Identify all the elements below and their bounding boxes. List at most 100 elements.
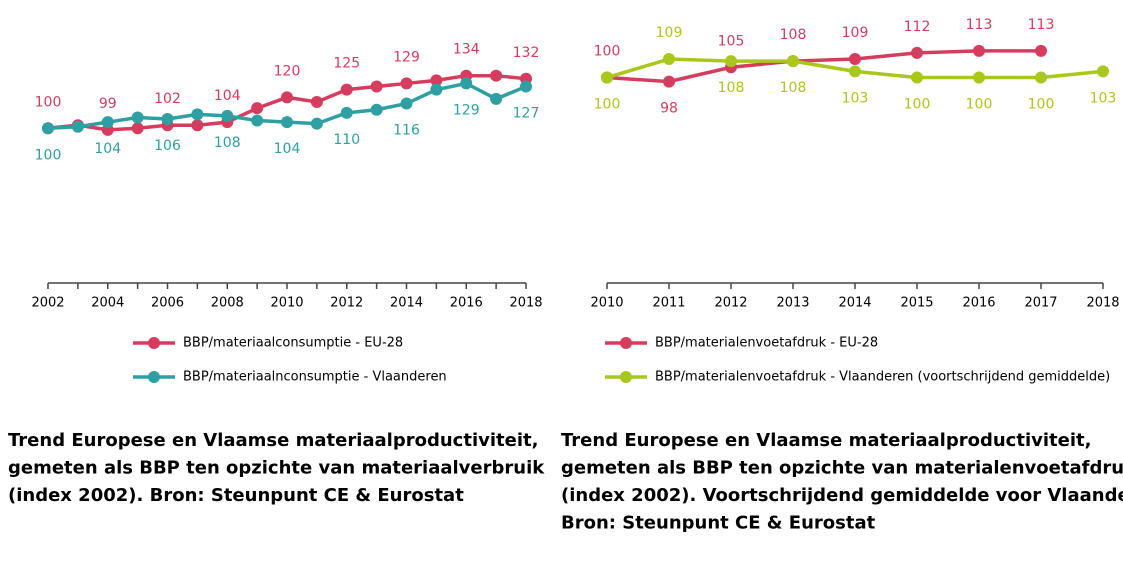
x-tick-label: 2015: [900, 296, 933, 311]
point: [490, 69, 503, 82]
data-label: 100: [966, 97, 993, 113]
point: [370, 103, 383, 116]
x-tick-label: 2004: [91, 296, 124, 311]
point: [601, 71, 613, 84]
point: [42, 122, 54, 135]
point: [221, 109, 234, 122]
data-label: 100: [35, 94, 62, 110]
x-tick-label: 2014: [390, 296, 423, 311]
data-label: 108: [780, 80, 807, 96]
data-label: 100: [594, 44, 621, 60]
legend-label: BBP/materialenvoetafdruk - EU-28: [655, 336, 878, 351]
caption: Trend Europese en Vlaamse materiaalprodu…: [561, 430, 1091, 451]
data-label: 109: [656, 25, 683, 41]
data-label: 102: [154, 91, 181, 107]
x-tick-label: 2012: [330, 296, 363, 311]
series-line: [606, 49, 1041, 84]
x-tick-label: 2014: [838, 296, 871, 311]
x-tick-label: 2011: [652, 296, 685, 311]
point: [787, 55, 799, 68]
legend-label: BBP/materiaalnconsumptie - Vlaanderen: [183, 370, 447, 385]
data-label: 100: [904, 97, 931, 113]
legend-marker: [148, 371, 160, 383]
point: [430, 83, 443, 96]
point: [161, 113, 174, 126]
legend-label: BBP/materiaalconsumptie - EU-28: [183, 336, 403, 351]
data-label: 110: [333, 132, 360, 148]
point: [973, 44, 985, 57]
caption: (index 2002). Bron: Steunpunt CE & Euros…: [8, 485, 464, 506]
point: [911, 71, 923, 84]
point: [101, 116, 114, 129]
point: [430, 74, 443, 87]
caption: Bron: Steunpunt CE & Eurostat: [561, 513, 876, 534]
data-label: 103: [842, 90, 869, 106]
data-label: 112: [904, 19, 931, 35]
x-tick-label: 2006: [151, 296, 184, 311]
point: [520, 80, 532, 93]
legend-marker: [620, 337, 632, 349]
point: [251, 114, 264, 127]
point: [71, 120, 84, 133]
data-label: 108: [718, 80, 745, 96]
data-label: 106: [154, 138, 181, 154]
data-label: 109: [842, 25, 869, 41]
point: [370, 80, 383, 93]
caption: Trend Europese en Vlaamse materiaalprodu…: [8, 430, 538, 451]
point: [725, 55, 737, 68]
point: [663, 53, 675, 66]
point: [191, 119, 204, 132]
data-label: 127: [513, 106, 540, 122]
point: [973, 71, 985, 84]
point: [340, 83, 353, 96]
data-label: 116: [393, 123, 420, 139]
point: [490, 92, 503, 105]
data-label: 98: [660, 101, 678, 117]
x-tick-label: 2012: [714, 296, 747, 311]
data-label: 100: [594, 97, 621, 113]
x-tick-label: 2013: [776, 296, 809, 311]
caption: gemeten als BBP ten opzichte van materia…: [561, 458, 1123, 479]
data-label: 100: [1028, 97, 1055, 113]
data-label: 132: [513, 45, 540, 61]
point: [663, 75, 675, 88]
point: [400, 77, 413, 90]
data-label: 104: [274, 141, 301, 157]
data-label: 99: [99, 96, 117, 112]
point: [251, 102, 264, 115]
legend-marker: [620, 371, 632, 383]
data-label: 105: [718, 33, 745, 49]
caption: (index 2002). Voortschrijdend gemiddelde…: [561, 485, 1123, 506]
point: [849, 65, 861, 78]
data-label: 134: [453, 42, 480, 58]
data-label: 108: [780, 27, 807, 43]
data-label: 113: [966, 17, 993, 33]
data-label: 125: [333, 56, 360, 72]
point: [340, 106, 353, 119]
data-label: 103: [1090, 90, 1117, 106]
data-label: 129: [453, 102, 480, 118]
x-tick-label: 2008: [211, 296, 244, 311]
caption: gemeten als BBP ten opzichte van materia…: [8, 458, 545, 479]
point: [310, 117, 323, 130]
data-label: 129: [393, 49, 420, 65]
data-label: 120: [274, 63, 301, 79]
point: [400, 97, 413, 110]
point: [281, 91, 293, 104]
point: [1097, 65, 1109, 78]
point: [1035, 71, 1047, 84]
point: [849, 53, 861, 66]
point: [1035, 44, 1047, 57]
point: [281, 116, 293, 129]
data-label: 113: [1028, 17, 1055, 33]
point: [310, 95, 323, 108]
point: [460, 77, 473, 90]
x-tick-label: 2018: [1086, 296, 1119, 311]
point: [131, 111, 144, 124]
x-tick-label: 2010: [270, 296, 303, 311]
legend-marker: [148, 337, 160, 349]
data-label: 104: [214, 88, 241, 104]
data-label: 104: [94, 141, 121, 157]
point: [911, 46, 923, 59]
x-tick-label: 2002: [31, 296, 64, 311]
